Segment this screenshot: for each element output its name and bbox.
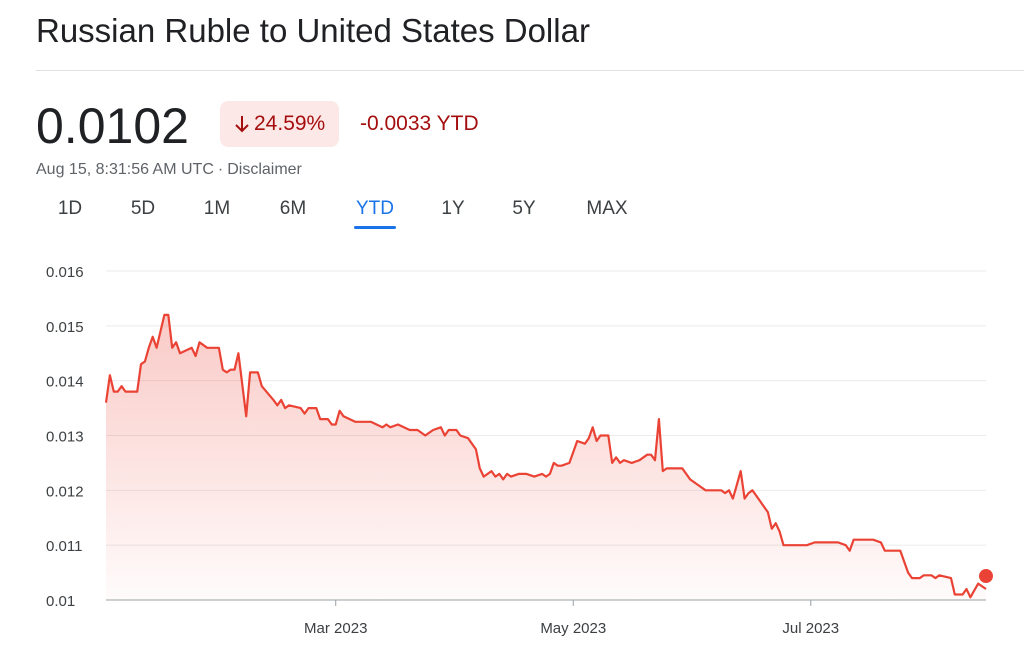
- disclaimer-link[interactable]: Disclaimer: [227, 161, 302, 178]
- x-tick-label: May 2023: [540, 620, 606, 637]
- y-tick-label: 0.016: [46, 264, 84, 281]
- y-tick-label: 0.011: [46, 538, 82, 555]
- quote-timestamp: Aug 15, 8:31:56 AM UTC: [36, 161, 214, 178]
- separator-dot: ·: [217, 161, 224, 178]
- tab-1d[interactable]: 1D: [57, 198, 83, 219]
- tab-5y[interactable]: 5Y: [512, 198, 536, 219]
- x-tick-label: Mar 2023: [304, 620, 367, 637]
- tab-5d[interactable]: 5D: [130, 198, 156, 219]
- current-price: 0.0102: [36, 98, 189, 154]
- y-tick-label: 0.01: [46, 593, 75, 610]
- arrow-down-icon: [235, 116, 249, 133]
- y-tick-label: 0.015: [46, 319, 84, 336]
- percent-change-value: 24.59%: [254, 112, 326, 135]
- tab-ytd[interactable]: YTD: [354, 198, 396, 229]
- price-chart[interactable]: 0.016 0.015 0.014 0.013 0.012 0.011 0.01 Mar 20…: [0, 250, 1024, 660]
- header-divider: [36, 70, 1024, 71]
- tab-6m[interactable]: 6M: [279, 198, 307, 219]
- percent-change-badge: 24.59%: [220, 101, 340, 147]
- tab-1m[interactable]: 1M: [203, 198, 231, 219]
- range-tabs: 1D 5D 1M 6M YTD 1Y 5Y MAX: [36, 198, 716, 232]
- y-tick-label: 0.012: [46, 483, 84, 500]
- price-area: [106, 314, 986, 600]
- current-value-dot: [979, 569, 993, 584]
- tab-1y[interactable]: 1Y: [441, 198, 465, 219]
- x-tick-label: Jul 2023: [782, 620, 839, 637]
- absolute-change: -0.0033 YTD: [360, 112, 479, 135]
- page-title: Russian Ruble to United States Dollar: [36, 12, 590, 49]
- y-tick-label: 0.013: [46, 429, 84, 446]
- tab-max[interactable]: MAX: [586, 198, 628, 219]
- price-line: [104, 313, 987, 599]
- quote-timestamp-row: Aug 15, 8:31:56 AM UTC · Disclaimer: [36, 161, 302, 179]
- y-tick-label: 0.014: [46, 374, 84, 391]
